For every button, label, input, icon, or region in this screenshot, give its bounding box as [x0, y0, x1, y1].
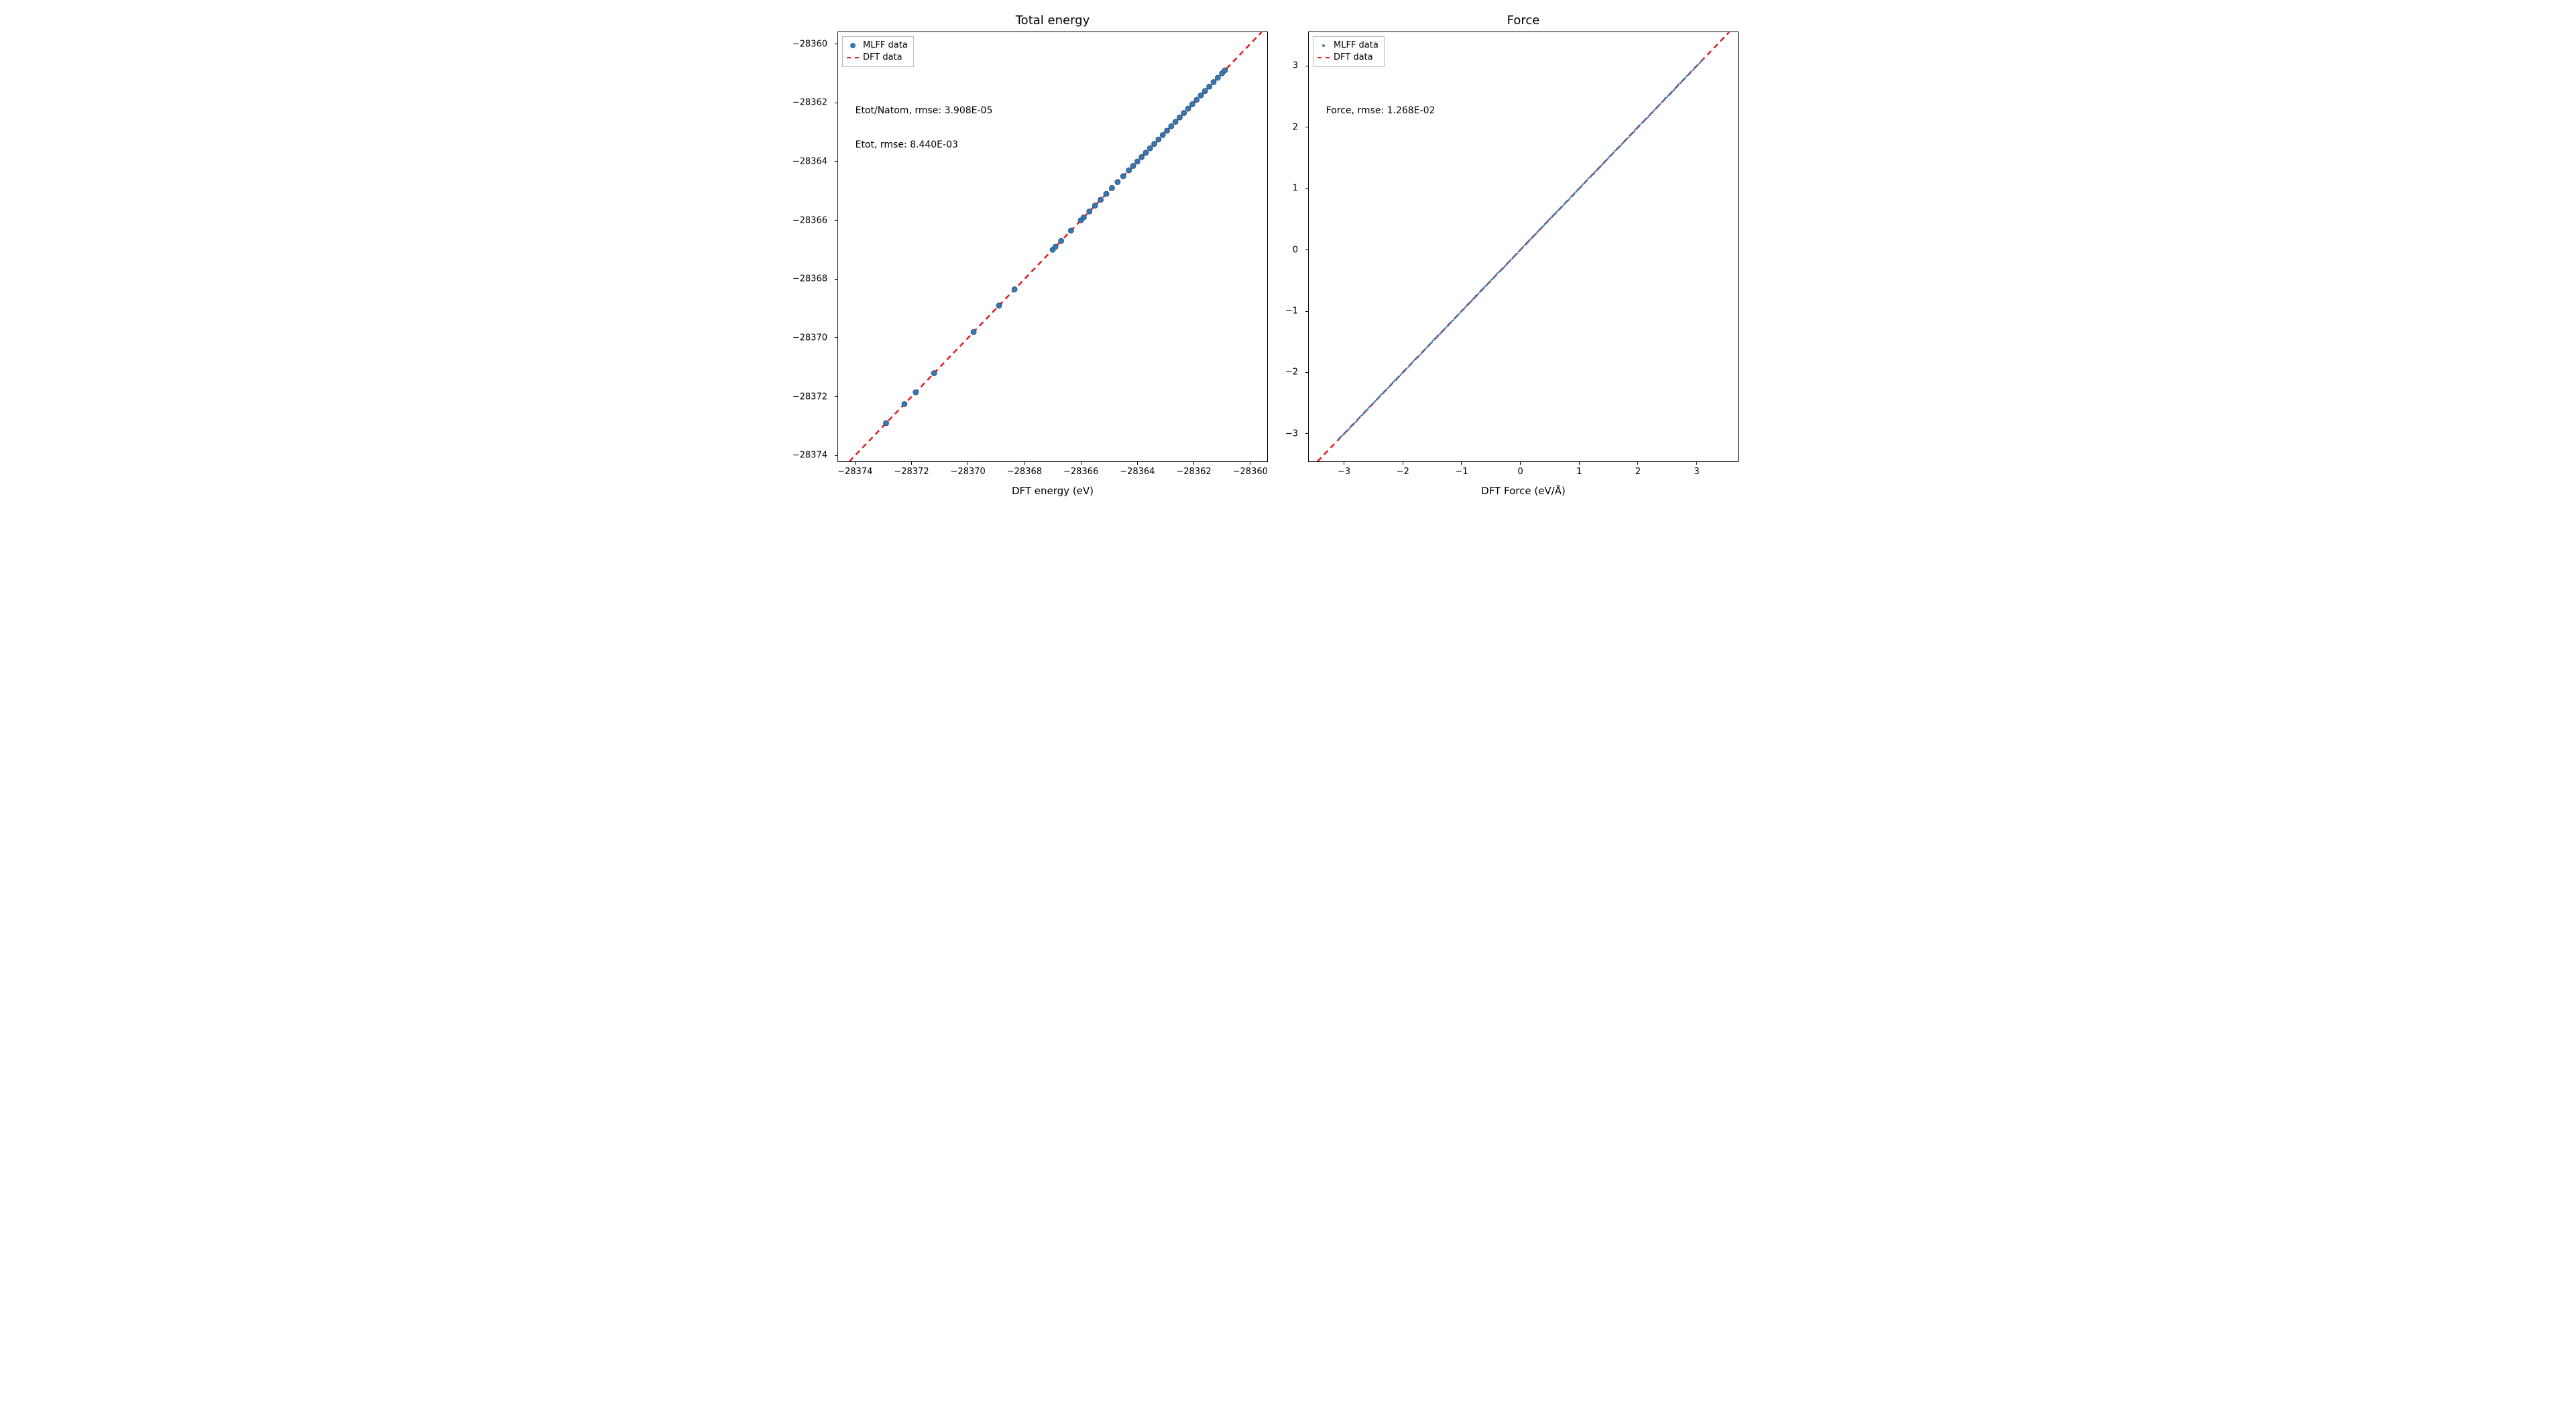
energy-ytick-label: −28368: [786, 274, 827, 284]
energy-ytick-label: −28364: [786, 156, 827, 166]
energy-ytick-mark: [835, 396, 838, 397]
energy-xtick-mark: [1137, 461, 1138, 465]
force-ytick-label: 2: [1256, 122, 1298, 132]
energy-annotation-1: Etot, rmse: 8.440E-03: [856, 139, 958, 150]
force-xlabel: DFT Force (eV/Å): [1308, 485, 1739, 497]
force-ytick-mark: [1305, 249, 1309, 250]
energy-ytick-label: −28372: [786, 392, 827, 402]
energy-xtick-label: −28366: [1063, 467, 1098, 477]
subplot-force: Force MLFF Force (eV/Å) MLFF dataDFT dat…: [1308, 13, 1739, 497]
energy-xtick-label: −28374: [837, 467, 872, 477]
energy-scatter: [884, 68, 1228, 426]
force-legend: MLFF dataDFT data: [1313, 36, 1385, 67]
force-legend-item: MLFF data: [1318, 40, 1379, 52]
energy-ytick-label: −28366: [786, 215, 827, 225]
energy-xtick-label: −28372: [894, 467, 929, 477]
force-ytick-label: 3: [1256, 61, 1298, 71]
energy-xtick-mark: [911, 461, 912, 465]
dash-line-icon: [1318, 57, 1330, 58]
force-annotation-0: Force, rmse: 1.268E-02: [1326, 105, 1436, 116]
force-xtick-label: −1: [1455, 467, 1468, 477]
force-ytick-label: −2: [1256, 367, 1298, 378]
force-diag-line: [1318, 32, 1729, 461]
force-ytick-label: 1: [1256, 184, 1298, 194]
force-xtick-mark: [1637, 461, 1638, 465]
energy-xtick-label: −28360: [1233, 467, 1268, 477]
force-ytick-mark: [1305, 372, 1309, 373]
energy-xlabel: DFT energy (eV): [837, 485, 1268, 497]
dash-line-icon: [847, 57, 859, 58]
energy-title: Total energy: [837, 13, 1268, 27]
energy-xtick-mark: [855, 461, 856, 465]
energy-annotation-0: Etot/Natom, rmse: 3.908E-05: [856, 105, 993, 116]
energy-ytick-mark: [835, 220, 838, 221]
force-xtick-label: 2: [1635, 467, 1641, 477]
force-xtick-label: 3: [1694, 467, 1699, 477]
energy-legend-item: MLFF data: [847, 40, 908, 52]
force-ytick-label: −3: [1256, 429, 1298, 439]
force-ytick-label: −1: [1256, 306, 1298, 317]
energy-legend: MLFF dataDFT data: [842, 36, 914, 67]
force-ytick-label: 0: [1256, 245, 1298, 255]
force-title: Force: [1308, 13, 1739, 27]
energy-ytick-label: −28360: [786, 39, 827, 49]
force-xtick-mark: [1520, 461, 1521, 465]
energy-plot-area: MLFF dataDFT data −28374−28372−28370−283…: [837, 32, 1268, 462]
energy-ytick-label: −28362: [786, 98, 827, 108]
force-xtick-mark: [1461, 461, 1462, 465]
force-ytick-mark: [1305, 188, 1309, 189]
force-xtick-label: −2: [1397, 467, 1409, 477]
energy-diag-line: [850, 32, 1262, 461]
force-svg: [1309, 32, 1738, 461]
force-xtick-label: −3: [1338, 467, 1350, 477]
dot-icon: [1318, 44, 1330, 47]
force-xtick-label: 0: [1517, 467, 1523, 477]
energy-svg: [838, 32, 1267, 461]
energy-ytick-label: −28374: [786, 451, 827, 461]
force-legend-label: DFT data: [1334, 52, 1373, 64]
force-ytick-mark: [1305, 433, 1309, 434]
figure: Total energy MLFF energy (eV) MLFF dataD…: [837, 13, 1739, 497]
force-ytick-mark: [1305, 311, 1309, 312]
energy-ytick-mark: [835, 455, 838, 456]
force-xtick-mark: [1579, 461, 1580, 465]
energy-ytick-mark: [835, 279, 838, 280]
energy-xtick-label: −28370: [951, 467, 986, 477]
energy-ytick-mark: [835, 161, 838, 162]
energy-ytick-label: −28370: [786, 333, 827, 343]
energy-legend-label: DFT data: [863, 52, 902, 64]
force-xtick-mark: [1696, 461, 1697, 465]
energy-xtick-label: −28362: [1176, 467, 1211, 477]
force-plot-area: MLFF dataDFT data −3−2−10123−3−2−10123Fo…: [1308, 32, 1739, 462]
force-legend-item: DFT data: [1318, 52, 1379, 64]
force-xtick-label: 1: [1576, 467, 1582, 477]
force-legend-label: MLFF data: [1334, 40, 1379, 52]
energy-ytick-mark: [835, 337, 838, 338]
energy-xtick-mark: [1193, 461, 1194, 465]
energy-xtick-label: −28364: [1120, 467, 1155, 477]
force-scatter: [1337, 59, 1704, 441]
energy-xtick-label: −28368: [1007, 467, 1042, 477]
subplot-energy: Total energy MLFF energy (eV) MLFF dataD…: [837, 13, 1268, 497]
energy-legend-item: DFT data: [847, 52, 908, 64]
dot-icon: [847, 43, 859, 48]
energy-legend-label: MLFF data: [863, 40, 908, 52]
